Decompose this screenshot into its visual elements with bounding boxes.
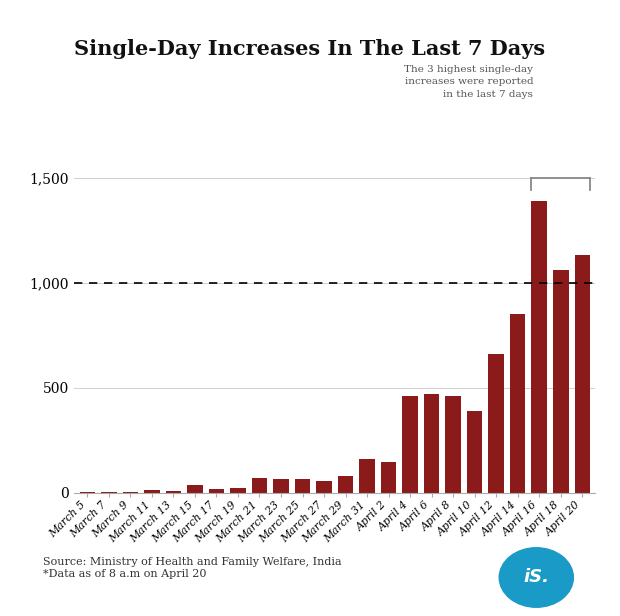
Circle shape [499, 548, 574, 607]
Bar [316, 481, 332, 493]
Text: Source: Ministry of Health and Family Welfare, India
*Data as of 8 a.m on April : Source: Ministry of Health and Family We… [43, 557, 342, 579]
Bar [101, 492, 117, 493]
Bar [381, 463, 396, 493]
Bar [273, 479, 289, 493]
Bar [187, 485, 203, 493]
Bar [553, 270, 569, 493]
Bar [402, 396, 418, 493]
Bar [445, 396, 461, 493]
Bar [144, 490, 159, 493]
Bar [166, 491, 181, 493]
Bar [123, 492, 138, 493]
Bar [489, 354, 504, 493]
Text: Single-Day Increases In The Last 7 Days: Single-Day Increases In The Last 7 Days [74, 39, 546, 59]
Bar [230, 488, 246, 493]
Bar [467, 411, 482, 493]
Bar [575, 255, 590, 493]
Bar [338, 476, 353, 493]
Bar [209, 488, 224, 493]
Bar [424, 394, 440, 493]
Text: iS.: iS. [523, 569, 549, 586]
Bar [510, 314, 526, 493]
Bar [360, 459, 375, 493]
Bar [252, 478, 267, 493]
Bar [294, 479, 310, 493]
Bar [531, 201, 547, 493]
Text: The 3 highest single-day
increases were reported
in the last 7 days: The 3 highest single-day increases were … [404, 65, 533, 99]
